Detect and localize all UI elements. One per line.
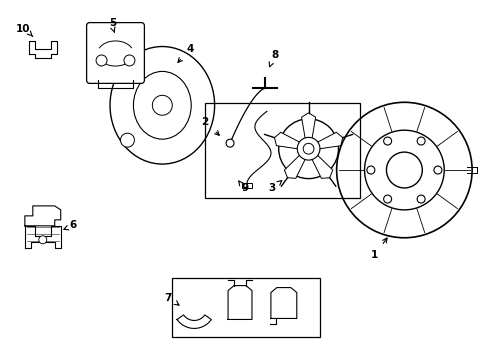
Polygon shape [311,156,332,178]
Text: 2: 2 [201,117,208,127]
Circle shape [120,133,134,147]
Circle shape [278,119,338,179]
Polygon shape [29,41,57,58]
Circle shape [433,166,441,174]
Bar [242,183,251,188]
Text: 7: 7 [164,293,172,302]
Ellipse shape [110,46,214,164]
Text: 3: 3 [268,183,275,193]
Polygon shape [25,206,61,226]
Text: 10: 10 [16,24,30,33]
Circle shape [386,152,422,188]
Polygon shape [227,285,251,319]
Circle shape [383,137,391,145]
Circle shape [303,143,313,154]
Circle shape [416,137,424,145]
Polygon shape [270,288,296,319]
Circle shape [124,55,135,66]
Circle shape [416,195,424,203]
Ellipse shape [133,71,191,139]
Circle shape [96,55,107,66]
Polygon shape [284,156,305,178]
Circle shape [366,166,374,174]
Text: 1: 1 [370,250,377,260]
Bar [172,278,319,337]
Text: 9: 9 [241,183,248,193]
Circle shape [364,130,443,210]
Circle shape [39,236,47,244]
Circle shape [383,195,391,203]
Circle shape [152,95,172,115]
Bar [205,103,359,198]
Polygon shape [301,113,315,138]
FancyBboxPatch shape [86,23,144,84]
Text: 6: 6 [69,220,76,230]
Polygon shape [25,226,61,248]
Circle shape [297,138,319,160]
Polygon shape [317,132,342,149]
Polygon shape [177,315,211,328]
Text: 8: 8 [271,50,278,60]
Circle shape [336,102,471,238]
Polygon shape [274,132,299,149]
Circle shape [225,139,234,147]
Text: 4: 4 [186,44,194,54]
Text: 5: 5 [109,18,116,28]
